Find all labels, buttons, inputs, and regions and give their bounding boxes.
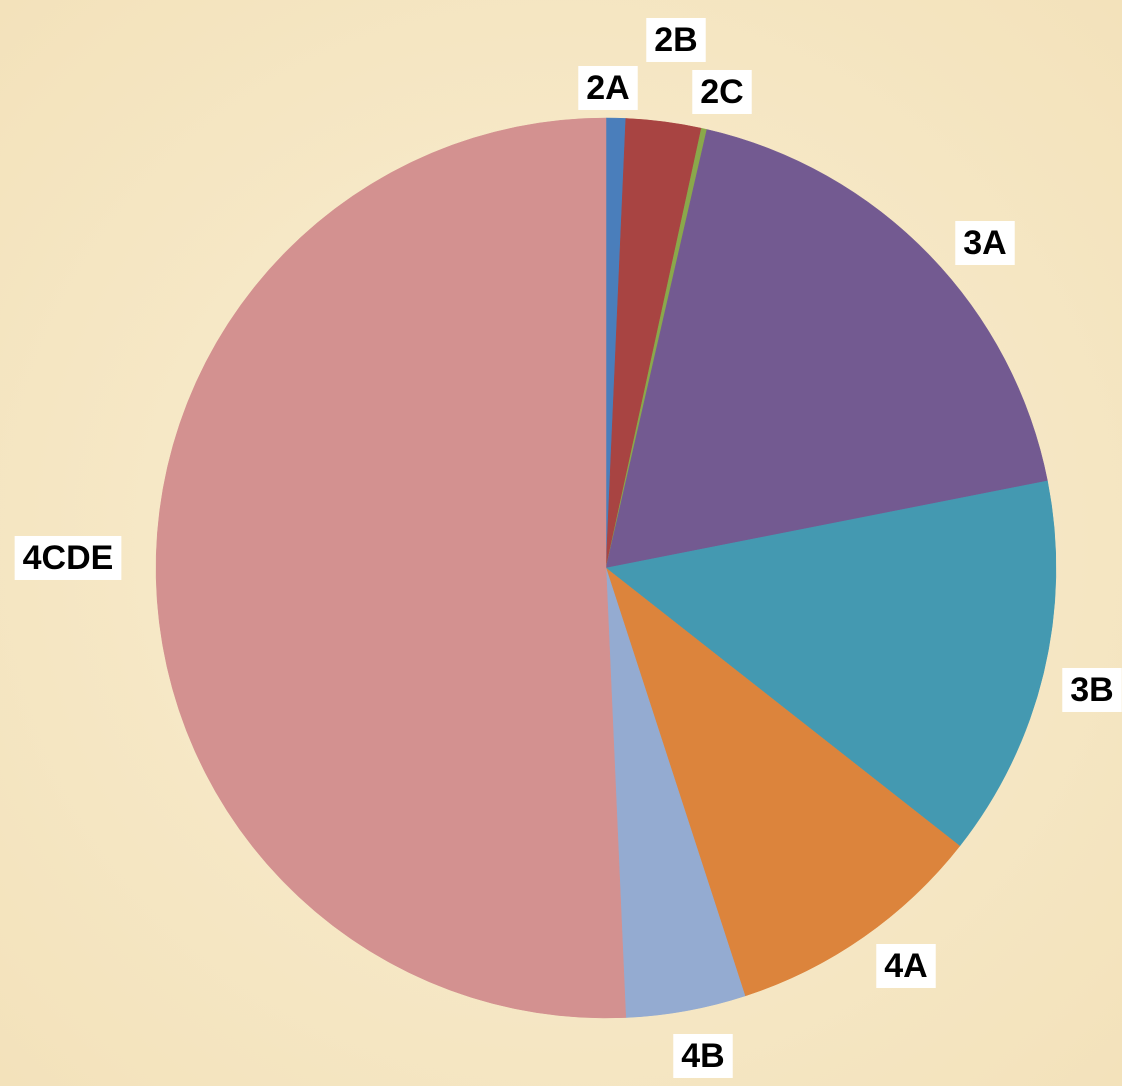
pie-slice bbox=[605, 480, 1057, 847]
label-box bbox=[692, 69, 752, 114]
label-box bbox=[1062, 667, 1122, 712]
pie-slice bbox=[605, 129, 1048, 569]
slice-label: 4A bbox=[884, 947, 927, 985]
slice-label: 4B bbox=[681, 1037, 724, 1075]
label-box bbox=[14, 535, 122, 580]
slice-label: 3A bbox=[963, 224, 1006, 262]
slice-label: 4CDE bbox=[23, 539, 114, 577]
pie-slice bbox=[155, 117, 627, 1019]
label-box bbox=[646, 17, 706, 62]
label-box bbox=[876, 943, 936, 988]
slice-label: 3B bbox=[1070, 671, 1113, 709]
label-box bbox=[578, 65, 638, 110]
label-box bbox=[955, 220, 1015, 265]
pie-slice bbox=[605, 567, 961, 997]
slice-label: 2C bbox=[700, 73, 743, 111]
slice-label: 2A bbox=[586, 69, 629, 107]
slice-label: 2B bbox=[654, 21, 697, 59]
pie bbox=[155, 117, 1057, 1019]
label-box bbox=[673, 1033, 733, 1078]
